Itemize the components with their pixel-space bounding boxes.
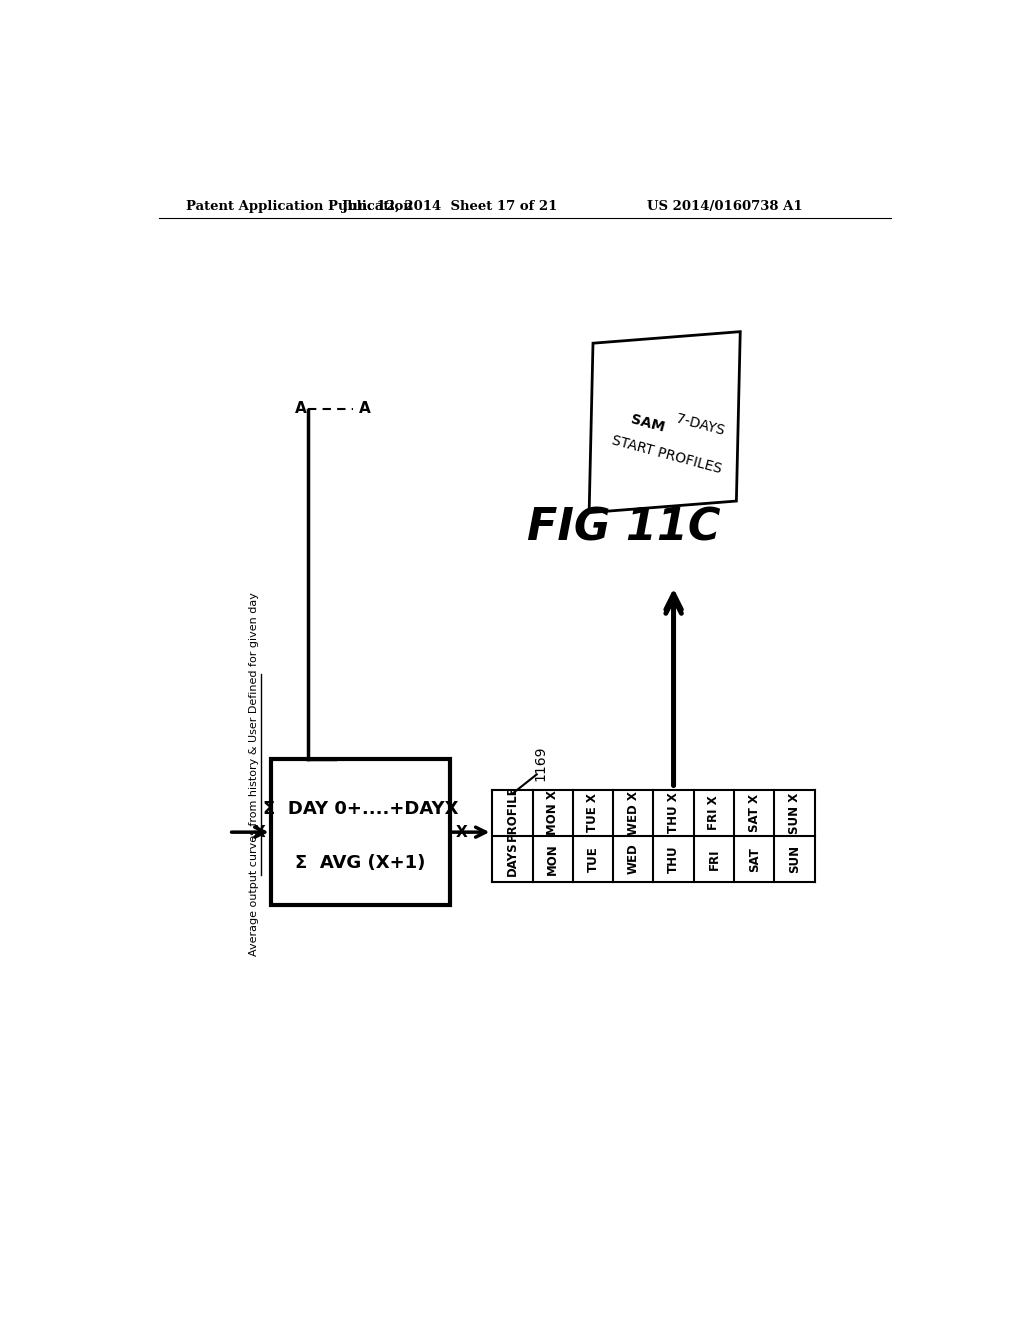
Text: FRI: FRI xyxy=(708,849,721,870)
Text: Average output curves from history & User Defined for given day: Average output curves from history & Use… xyxy=(249,593,259,956)
Text: TUE X: TUE X xyxy=(587,793,599,833)
Text: Σ  DAY 0+....+DAYX: Σ DAY 0+....+DAYX xyxy=(263,800,459,818)
Text: US 2014/0160738 A1: US 2014/0160738 A1 xyxy=(646,199,802,213)
Text: WED X: WED X xyxy=(627,791,640,834)
Text: 1169: 1169 xyxy=(534,744,548,780)
Text: SAT X: SAT X xyxy=(748,793,761,832)
Text: WED: WED xyxy=(627,843,640,874)
FancyBboxPatch shape xyxy=(271,759,450,906)
Polygon shape xyxy=(589,331,740,512)
Text: THU X: THU X xyxy=(667,792,680,833)
Text: SUN X: SUN X xyxy=(788,792,801,833)
Text: A: A xyxy=(295,401,306,416)
Text: X: X xyxy=(456,825,467,840)
Text: Σ  AVG (X+1): Σ AVG (X+1) xyxy=(295,854,426,873)
Text: MON: MON xyxy=(546,843,559,875)
Text: THU: THU xyxy=(667,845,680,873)
Text: START PROFILES: START PROFILES xyxy=(610,433,723,477)
Text: DAYS: DAYS xyxy=(506,842,519,876)
Text: FRI X: FRI X xyxy=(708,796,721,830)
Text: SUN: SUN xyxy=(788,845,801,873)
Text: 7-DAYS: 7-DAYS xyxy=(671,411,726,438)
Text: X: X xyxy=(254,825,265,840)
Text: Jun. 12, 2014  Sheet 17 of 21: Jun. 12, 2014 Sheet 17 of 21 xyxy=(342,199,557,213)
Text: PROFILE: PROFILE xyxy=(506,785,519,841)
Text: SAT: SAT xyxy=(748,846,761,871)
Text: FIG 11C: FIG 11C xyxy=(527,507,721,549)
Text: SAM: SAM xyxy=(630,413,667,436)
Text: Patent Application Publication: Patent Application Publication xyxy=(186,199,413,213)
Text: A: A xyxy=(359,401,371,416)
Text: MON X: MON X xyxy=(546,791,559,836)
Text: TUE: TUE xyxy=(587,846,599,873)
